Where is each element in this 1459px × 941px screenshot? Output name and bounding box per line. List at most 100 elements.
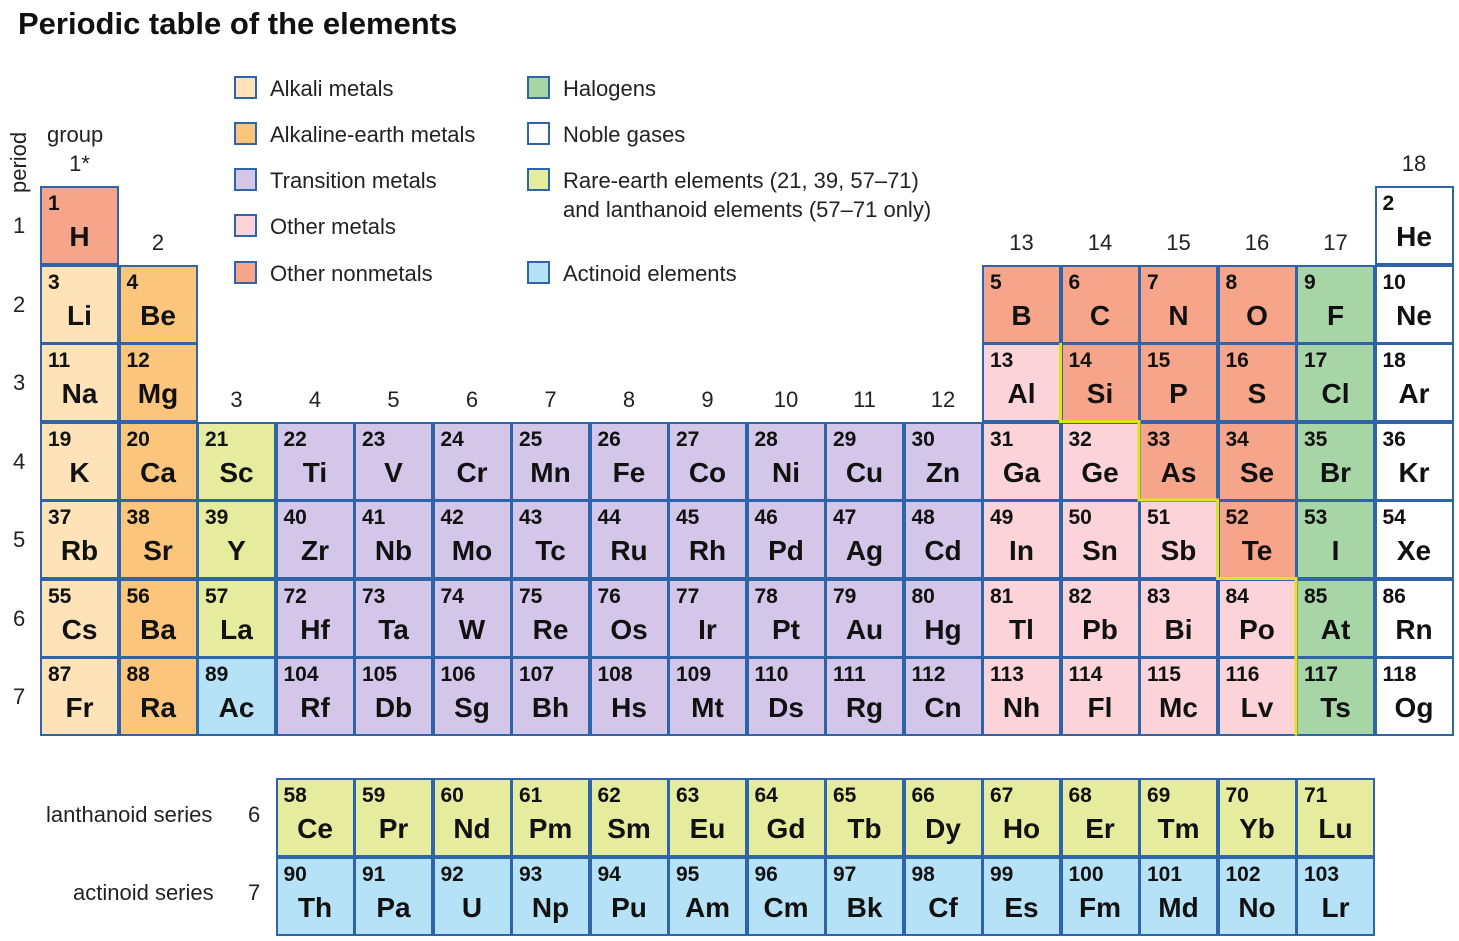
element-symbol: He [1396,221,1432,252]
element-symbol: Ca [140,456,176,488]
element-cell: 84 Po [1217,578,1297,658]
element-symbol: N [1168,299,1189,331]
element-cell: 2 He [1374,186,1454,265]
atomic-number: 76 [597,584,621,608]
atomic-number: 106 [440,663,476,686]
element-cell: 55 Cs [40,578,119,658]
element-symbol: Eu [689,813,726,844]
element-symbol: Th [297,891,333,923]
legend-label: Transition metals [270,168,437,193]
element-cell: 76 Os [589,578,669,658]
element-symbol: Fm [1079,891,1121,923]
element-symbol: Ge [1081,456,1119,488]
element-symbol: Ba [140,613,176,645]
element-symbol: Kr [1398,456,1430,488]
element-cell: 88 Ra [118,657,198,736]
atomic-number: 40 [283,506,307,529]
element-symbol: Cm [763,891,809,923]
atomic-number: 108 [597,663,633,686]
group-label: 7 [544,386,557,412]
group-label: 17 [1323,229,1348,255]
atomic-number: 51 [1147,506,1171,529]
atomic-number: 86 [1382,584,1406,608]
atomic-number: 65 [833,784,857,807]
element-symbol: Ag [845,535,884,566]
element-cell: 40 Zr [275,500,355,579]
atomic-number: 11 [48,349,71,372]
element-symbol: At [1320,613,1351,645]
group-label: 14 [1087,229,1113,255]
element-symbol: Os [610,613,648,645]
element-cell: 31 Ga [982,421,1061,501]
element-symbol: Re [532,613,569,645]
atomic-number: 74 [440,584,464,608]
atomic-number: 47 [833,506,857,529]
element-cell: 33 As [1139,421,1218,501]
atomic-number: 83 [1147,584,1171,608]
element-cell: 30 Zn [903,421,983,501]
atomic-number: 19 [48,427,72,451]
actinoid-cell: 93 Np [511,856,590,936]
element-cell: 48 Cd [903,500,983,579]
element-symbol: Ar [1398,378,1430,409]
element-cell: 10 Ne [1374,264,1454,344]
element-symbol: B [1011,299,1032,331]
element-symbol: U [461,891,483,923]
element-symbol: Gd [766,813,806,844]
element-symbol: Xe [1396,535,1432,566]
atomic-number: 102 [1225,862,1261,886]
legend-item-alkaline: Alkaline-earth metals [234,120,475,149]
element-symbol: Nb [374,535,413,566]
atomic-number: 68 [1068,784,1092,807]
actinoid-cell: 96 Cm [746,856,826,936]
element-symbol: Tl [1009,613,1034,645]
atomic-number: 30 [911,427,935,451]
atomic-number: 87 [48,663,72,686]
atomic-number: 26 [597,427,621,451]
element-symbol: Rb [60,535,99,566]
atomic-number: 100 [1068,862,1104,886]
atomic-number: 79 [833,584,857,608]
legend-item-halogen: Halogens [527,74,656,103]
group-label: 10 [773,386,799,412]
element-symbol: Hs [611,692,647,723]
lanthanoid-cell: 64 Gd [746,778,826,857]
element-symbol: Cs [61,613,98,645]
atomic-number: 54 [1382,506,1406,529]
legend-label: Rare-earth elements (21, 39, 57–71) and … [563,168,932,222]
element-symbol: Pt [772,613,800,645]
element-symbol: Ce [297,813,333,844]
group-label: 4 [308,386,322,412]
atomic-number: 93 [519,862,543,886]
lanthanoid-cell: 62 Sm [589,778,669,857]
legend-label: Actinoid elements [563,261,737,286]
atomic-number: 64 [754,784,778,807]
element-symbol: Ds [768,692,804,723]
actinoid-cell: 99 Es [982,856,1061,936]
element-symbol: Pb [1082,613,1118,645]
period-label: 6 [13,605,26,631]
element-symbol: Tc [535,535,566,566]
element-cell: 108 Hs [589,657,669,736]
period-axis-label: period [6,131,31,193]
element-cell: 38 Sr [118,500,198,579]
element-cell: 27 Co [668,421,747,501]
legend-swatch [527,76,550,99]
element-symbol: Hf [300,613,330,645]
element-symbol: H [69,221,90,252]
page-title: Periodic table of the elements [18,6,458,41]
element-symbol: Ni [772,456,800,488]
element-symbol: Fe [612,456,646,488]
atomic-number: 73 [362,584,386,608]
atomic-number: 66 [911,784,935,807]
atomic-number: 38 [126,506,150,529]
atomic-number: 90 [283,862,307,886]
element-symbol: Er [1085,813,1115,844]
element-symbol: Ti [302,456,328,488]
element-cell: 72 Hf [275,578,355,658]
element-cell: 113 Nh [982,657,1061,736]
group-label: 3 [230,386,243,412]
element-cell: 22 Ti [275,421,355,501]
element-symbol: Fl [1087,692,1113,723]
actinoid-cell: 103 Lr [1296,856,1375,936]
